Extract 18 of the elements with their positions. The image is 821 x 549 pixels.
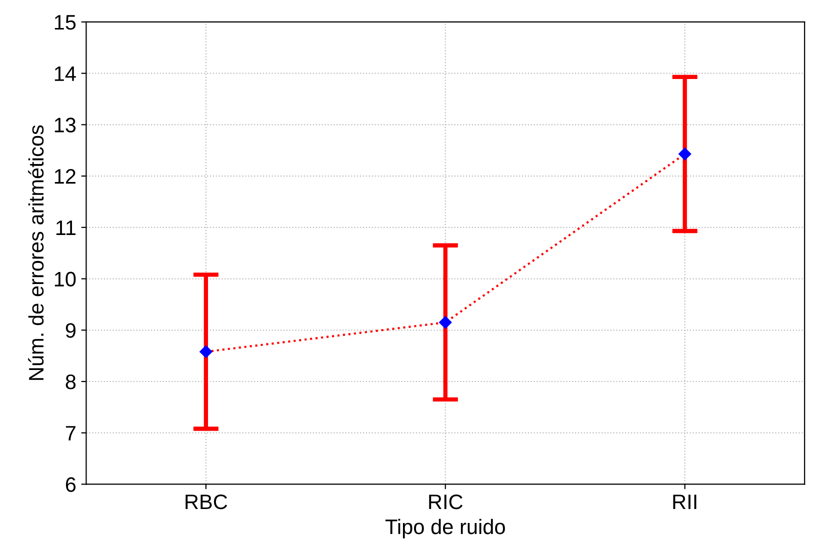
y-tick-label: 14 (54, 66, 76, 81)
point (199, 345, 213, 358)
y-axis-title: Núm. de errores aritméticos (28, 125, 44, 380)
x-tick-label: RBC (186, 494, 228, 510)
point (438, 316, 452, 330)
y-tick-label: 13 (54, 118, 76, 132)
y-tick-label: 15 (54, 15, 76, 30)
y-tick-label: 7 (66, 426, 76, 440)
y-tick-label: 10 (54, 272, 76, 287)
y-tick-label: 6 (66, 477, 76, 492)
x-tick-label: RII (673, 494, 696, 510)
y-tick-label: 9 (66, 323, 76, 338)
point (678, 147, 692, 161)
y-tick-label: 8 (66, 374, 76, 390)
y-tick-label: 12 (54, 169, 76, 184)
x-axis-title: Tipo de ruido (385, 518, 505, 538)
x-tick-label: RIC (429, 494, 463, 510)
y-tick-label: 11 (56, 220, 76, 235)
